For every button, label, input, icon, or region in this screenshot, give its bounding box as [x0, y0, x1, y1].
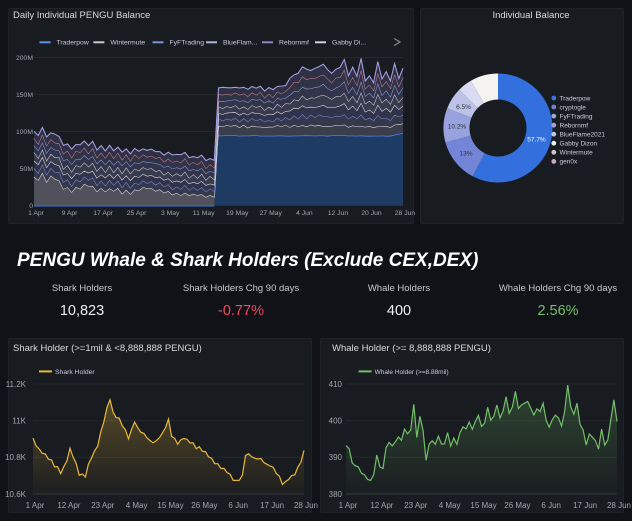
svg-text:Traderpow: Traderpow	[57, 40, 89, 47]
svg-text:200M: 200M	[16, 55, 33, 62]
svg-text:Rebornmf: Rebornmf	[279, 40, 309, 47]
svg-text:4 May: 4 May	[439, 501, 461, 510]
svg-text:1 Apr: 1 Apr	[26, 501, 45, 510]
svg-text:10.2%: 10.2%	[448, 124, 467, 131]
svg-text:gen0x: gen0x	[560, 159, 578, 166]
svg-text:Rebornmf: Rebornmf	[560, 123, 589, 130]
svg-text:15 May: 15 May	[470, 501, 496, 510]
svg-text:0: 0	[29, 203, 33, 210]
svg-text:12 Apr: 12 Apr	[370, 501, 393, 510]
svg-text:11.2K: 11.2K	[6, 380, 27, 389]
svg-text:410: 410	[329, 380, 343, 389]
svg-text:3 May: 3 May	[161, 210, 180, 217]
svg-text:28 Jun: 28 Jun	[294, 501, 318, 510]
svg-text:1 Apr: 1 Apr	[339, 501, 358, 510]
svg-text:10.6K: 10.6K	[5, 490, 27, 499]
svg-text:50M: 50M	[20, 166, 34, 173]
svg-text:4 May: 4 May	[126, 501, 148, 510]
svg-text:25 Apr: 25 Apr	[127, 210, 147, 217]
svg-text:6 Jun: 6 Jun	[541, 501, 561, 510]
svg-text:1 Apr: 1 Apr	[28, 210, 45, 217]
svg-text:Wintermute: Wintermute	[110, 40, 145, 47]
svg-text:400: 400	[329, 417, 343, 426]
svg-text:57.7%: 57.7%	[527, 137, 546, 144]
svg-text:13%: 13%	[459, 151, 472, 158]
svg-text:6.5%: 6.5%	[456, 104, 471, 111]
svg-text:26 May: 26 May	[191, 501, 217, 510]
svg-text:Whale Holder (>=8.88mil): Whale Holder (>=8.88mil)	[375, 369, 449, 376]
svg-text:150M: 150M	[16, 92, 33, 99]
svg-text:28 Jun: 28 Jun	[395, 210, 416, 217]
svg-text:17 Jun: 17 Jun	[260, 501, 284, 510]
svg-text:380: 380	[329, 490, 343, 499]
svg-text:Traderpow: Traderpow	[560, 95, 591, 102]
svg-text:FyFTrading: FyFTrading	[560, 113, 593, 120]
svg-text:15 May: 15 May	[157, 501, 183, 510]
svg-text:Wintermute: Wintermute	[560, 150, 594, 157]
svg-text:100M: 100M	[16, 129, 33, 136]
svg-text:23 Apr: 23 Apr	[91, 501, 114, 510]
svg-text:28 Jun: 28 Jun	[607, 501, 631, 510]
svg-text:10.8K: 10.8K	[5, 453, 27, 462]
svg-text:27 May: 27 May	[260, 210, 283, 217]
svg-text:20 Jun: 20 Jun	[361, 210, 382, 217]
svg-text:390: 390	[329, 453, 343, 462]
svg-text:17 Jun: 17 Jun	[573, 501, 597, 510]
svg-text:Gabby Di...: Gabby Di...	[332, 40, 366, 47]
svg-text:6 Jun: 6 Jun	[228, 501, 248, 510]
svg-text:11K: 11K	[12, 417, 26, 426]
svg-text:9 Apr: 9 Apr	[62, 210, 79, 217]
svg-text:Shark Holder: Shark Holder	[55, 369, 95, 376]
svg-text:12 Jun: 12 Jun	[328, 210, 349, 217]
svg-text:4 Jun: 4 Jun	[296, 210, 313, 217]
svg-text:17 Apr: 17 Apr	[93, 210, 113, 217]
svg-text:BlueFlame2021: BlueFlame2021	[560, 132, 606, 139]
svg-text:cryptogle: cryptogle	[560, 104, 587, 111]
svg-text:19 May: 19 May	[226, 210, 249, 217]
svg-text:12 Apr: 12 Apr	[57, 501, 80, 510]
svg-text:26 May: 26 May	[504, 501, 530, 510]
svg-text:23 Apr: 23 Apr	[404, 501, 427, 510]
svg-text:FyFTrading: FyFTrading	[170, 40, 205, 47]
svg-text:11 May: 11 May	[193, 210, 215, 217]
svg-text:BlueFlam...: BlueFlam...	[223, 40, 257, 47]
svg-text:Gabby Dizon: Gabby Dizon	[560, 141, 598, 148]
